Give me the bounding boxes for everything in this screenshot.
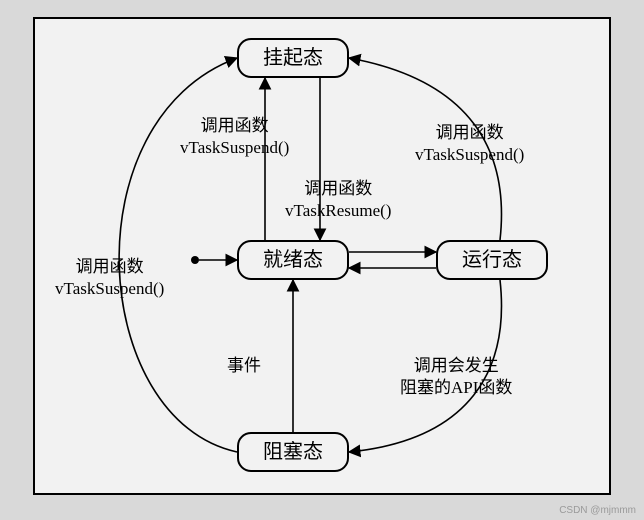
state-label: 挂起态 <box>263 48 323 68</box>
state-label: 就绪态 <box>263 250 323 270</box>
state-blocked: 阻塞态 <box>237 432 349 472</box>
state-running: 运行态 <box>436 240 548 280</box>
label-ready-to-suspended: 调用函数vTaskSuspend() <box>180 115 289 159</box>
diagram-canvas: 挂起态 就绪态 运行态 阻塞态 调用函数vTaskSuspend() 调用函数v… <box>0 0 644 520</box>
label-suspended-to-ready: 调用函数vTaskResume() <box>285 178 391 222</box>
state-ready: 就绪态 <box>237 240 349 280</box>
watermark: CSDN @mjmmm <box>559 505 636 516</box>
label-blocked-to-ready: 事件 <box>227 355 261 377</box>
label-running-to-suspended: 调用函数vTaskSuspend() <box>415 122 524 166</box>
label-blocked-to-suspended: 调用函数vTaskSuspend() <box>55 256 164 300</box>
state-suspended: 挂起态 <box>237 38 349 78</box>
label-running-to-blocked: 调用会发生阻塞的API函数 <box>400 355 512 399</box>
state-label: 阻塞态 <box>263 442 323 462</box>
state-label: 运行态 <box>462 250 522 270</box>
